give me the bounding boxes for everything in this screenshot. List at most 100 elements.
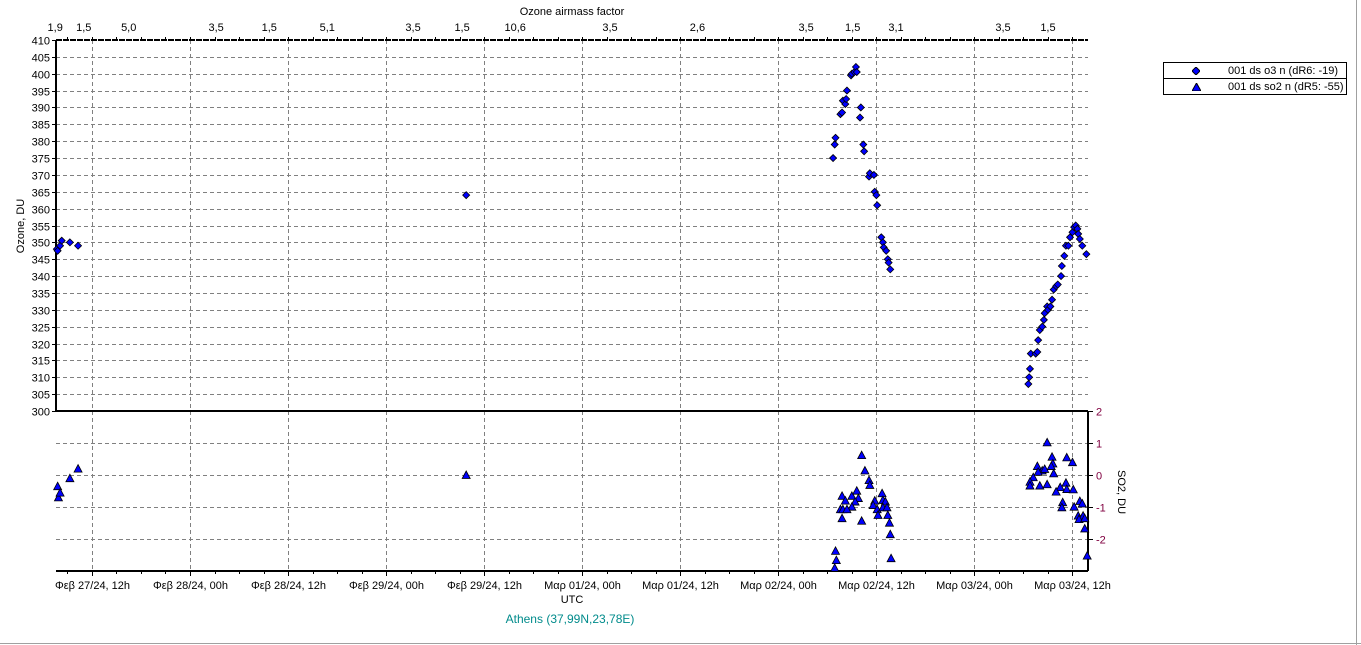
x-tick-label: Μαρ 01/24, 12h (642, 580, 719, 592)
x-tick-label: Μαρ 02/24, 00h (740, 580, 817, 592)
ozone-point (1060, 251, 1069, 260)
so2-point (856, 450, 867, 460)
so2-point (1077, 498, 1087, 508)
legend-label: 001 ds so2 n (dR5: -55) (1228, 80, 1344, 93)
so2-point (1046, 461, 1056, 470)
airmass-tick-label: 5,1 (320, 22, 335, 34)
x-tick-label: Φεβ 27/24, 12h (55, 580, 130, 592)
ozone-point (1024, 379, 1033, 389)
ozone-point (841, 100, 850, 109)
legend-item-o3: 001 ds o3 n (dR6: -19) (1164, 63, 1346, 78)
ozone-point (842, 86, 852, 95)
ozone-point (831, 133, 840, 142)
so2-point (847, 490, 857, 500)
ozone-tick-label: 410 (32, 36, 50, 48)
y-axis-left-label: Ozone, DU (15, 199, 27, 253)
ozone-tick-label: 400 (32, 70, 50, 82)
ozone-point (1046, 302, 1055, 311)
ozone-point (1034, 336, 1043, 345)
grid (56, 40, 1088, 571)
so2-point (65, 473, 75, 483)
ozone-point (828, 153, 838, 163)
so2-point (837, 513, 847, 523)
airmass-tick-label: 5,0 (121, 22, 136, 34)
ozone-point (869, 170, 878, 179)
so2-point (1067, 457, 1078, 467)
ozone-tick-label: 350 (32, 238, 50, 250)
so2-point (1082, 550, 1092, 560)
so2-point (865, 480, 875, 489)
so2-point (1080, 523, 1090, 533)
ozone-tick-label: 380 (32, 137, 50, 149)
ozone-point (860, 147, 869, 156)
so2-point (831, 555, 841, 565)
so2-point (830, 562, 840, 572)
x-tick-label: Φεβ 29/24, 00h (349, 580, 424, 592)
airmass-tick-label: 2,6 (690, 22, 705, 34)
ozone-tick-label: 370 (32, 171, 50, 183)
ozone-tick-label: 310 (32, 373, 50, 385)
ozone-tick-label: 345 (32, 255, 50, 267)
ozone-point (1047, 295, 1057, 304)
so2-point (52, 481, 63, 491)
ozone-point (1053, 280, 1062, 289)
so2-point (1062, 484, 1072, 493)
x-tick-label: Μαρ 03/24, 00h (936, 580, 1013, 592)
so2-point (884, 517, 895, 527)
ozone-tick-label: 360 (32, 205, 50, 217)
ozone-tick-label: 335 (32, 289, 50, 301)
so2-tick-label: 2 (1096, 407, 1102, 419)
so2-point (852, 485, 862, 495)
ozone-tick-label: 375 (32, 154, 50, 166)
ozone-tick-label: 320 (32, 340, 50, 352)
airmass-tick-label: 3,1 (888, 22, 903, 34)
ozone-point (852, 67, 861, 77)
x-tick-label: Μαρ 03/24, 12h (1034, 580, 1111, 592)
x-tick-label: Φεβ 28/24, 00h (153, 580, 228, 592)
so2-point (461, 470, 471, 479)
so2-point (1033, 466, 1043, 476)
legend-label: 001 ds o3 n (dR6: -19) (1228, 64, 1339, 77)
so2-point (830, 545, 841, 555)
ozone-tick-label: 365 (32, 188, 50, 200)
ozone-point (65, 238, 74, 247)
ozone-tick-label: 390 (32, 103, 50, 115)
so2-point (1028, 472, 1038, 482)
ozone-point (1025, 373, 1034, 382)
so2-point (883, 510, 893, 519)
ozone-point (1064, 241, 1073, 250)
location-label: Athens (37,99N,23,78E) (506, 612, 635, 626)
so2-point (1061, 477, 1071, 487)
ozone-point (830, 140, 839, 149)
so2-point (1062, 452, 1072, 462)
so2-point (1042, 479, 1052, 489)
ozone-point (1057, 261, 1066, 271)
airmass-tick-label: 1,9 (48, 22, 63, 34)
airmass-tick-label: 3,5 (405, 22, 420, 34)
x-tick-label: Μαρ 01/24, 00h (544, 580, 621, 592)
ozone-point (842, 94, 851, 104)
airmass-tick-label: 1,5 (845, 22, 860, 34)
ozone-tick-label: 385 (32, 120, 50, 132)
airmass-tick-label: 3,5 (798, 22, 813, 34)
so2-point (1068, 484, 1078, 494)
window-border-bottom (0, 643, 1361, 644)
ozone-tick-label: 355 (32, 222, 50, 234)
ozone-point (57, 236, 66, 245)
so2-point (860, 465, 870, 475)
so2-point (868, 500, 878, 509)
ozone-point (859, 140, 868, 149)
top-axis-title: Ozone airmass factor (520, 6, 625, 18)
airmass-tick-label: 3,5 (209, 22, 224, 34)
so2-point (877, 488, 887, 498)
so2-point (847, 501, 857, 511)
so2-tick-label: 0 (1096, 471, 1102, 483)
so2-point (1042, 437, 1052, 447)
ozone-tick-label: 315 (32, 356, 50, 368)
ozone-point (873, 201, 882, 210)
legend: 001 ds o3 n (dR6: -19) 001 ds so2 n (dR5… (1163, 62, 1347, 95)
ozone-point (73, 241, 83, 250)
so2-point (1032, 461, 1043, 470)
airmass-tick-label: 1,5 (76, 22, 91, 34)
